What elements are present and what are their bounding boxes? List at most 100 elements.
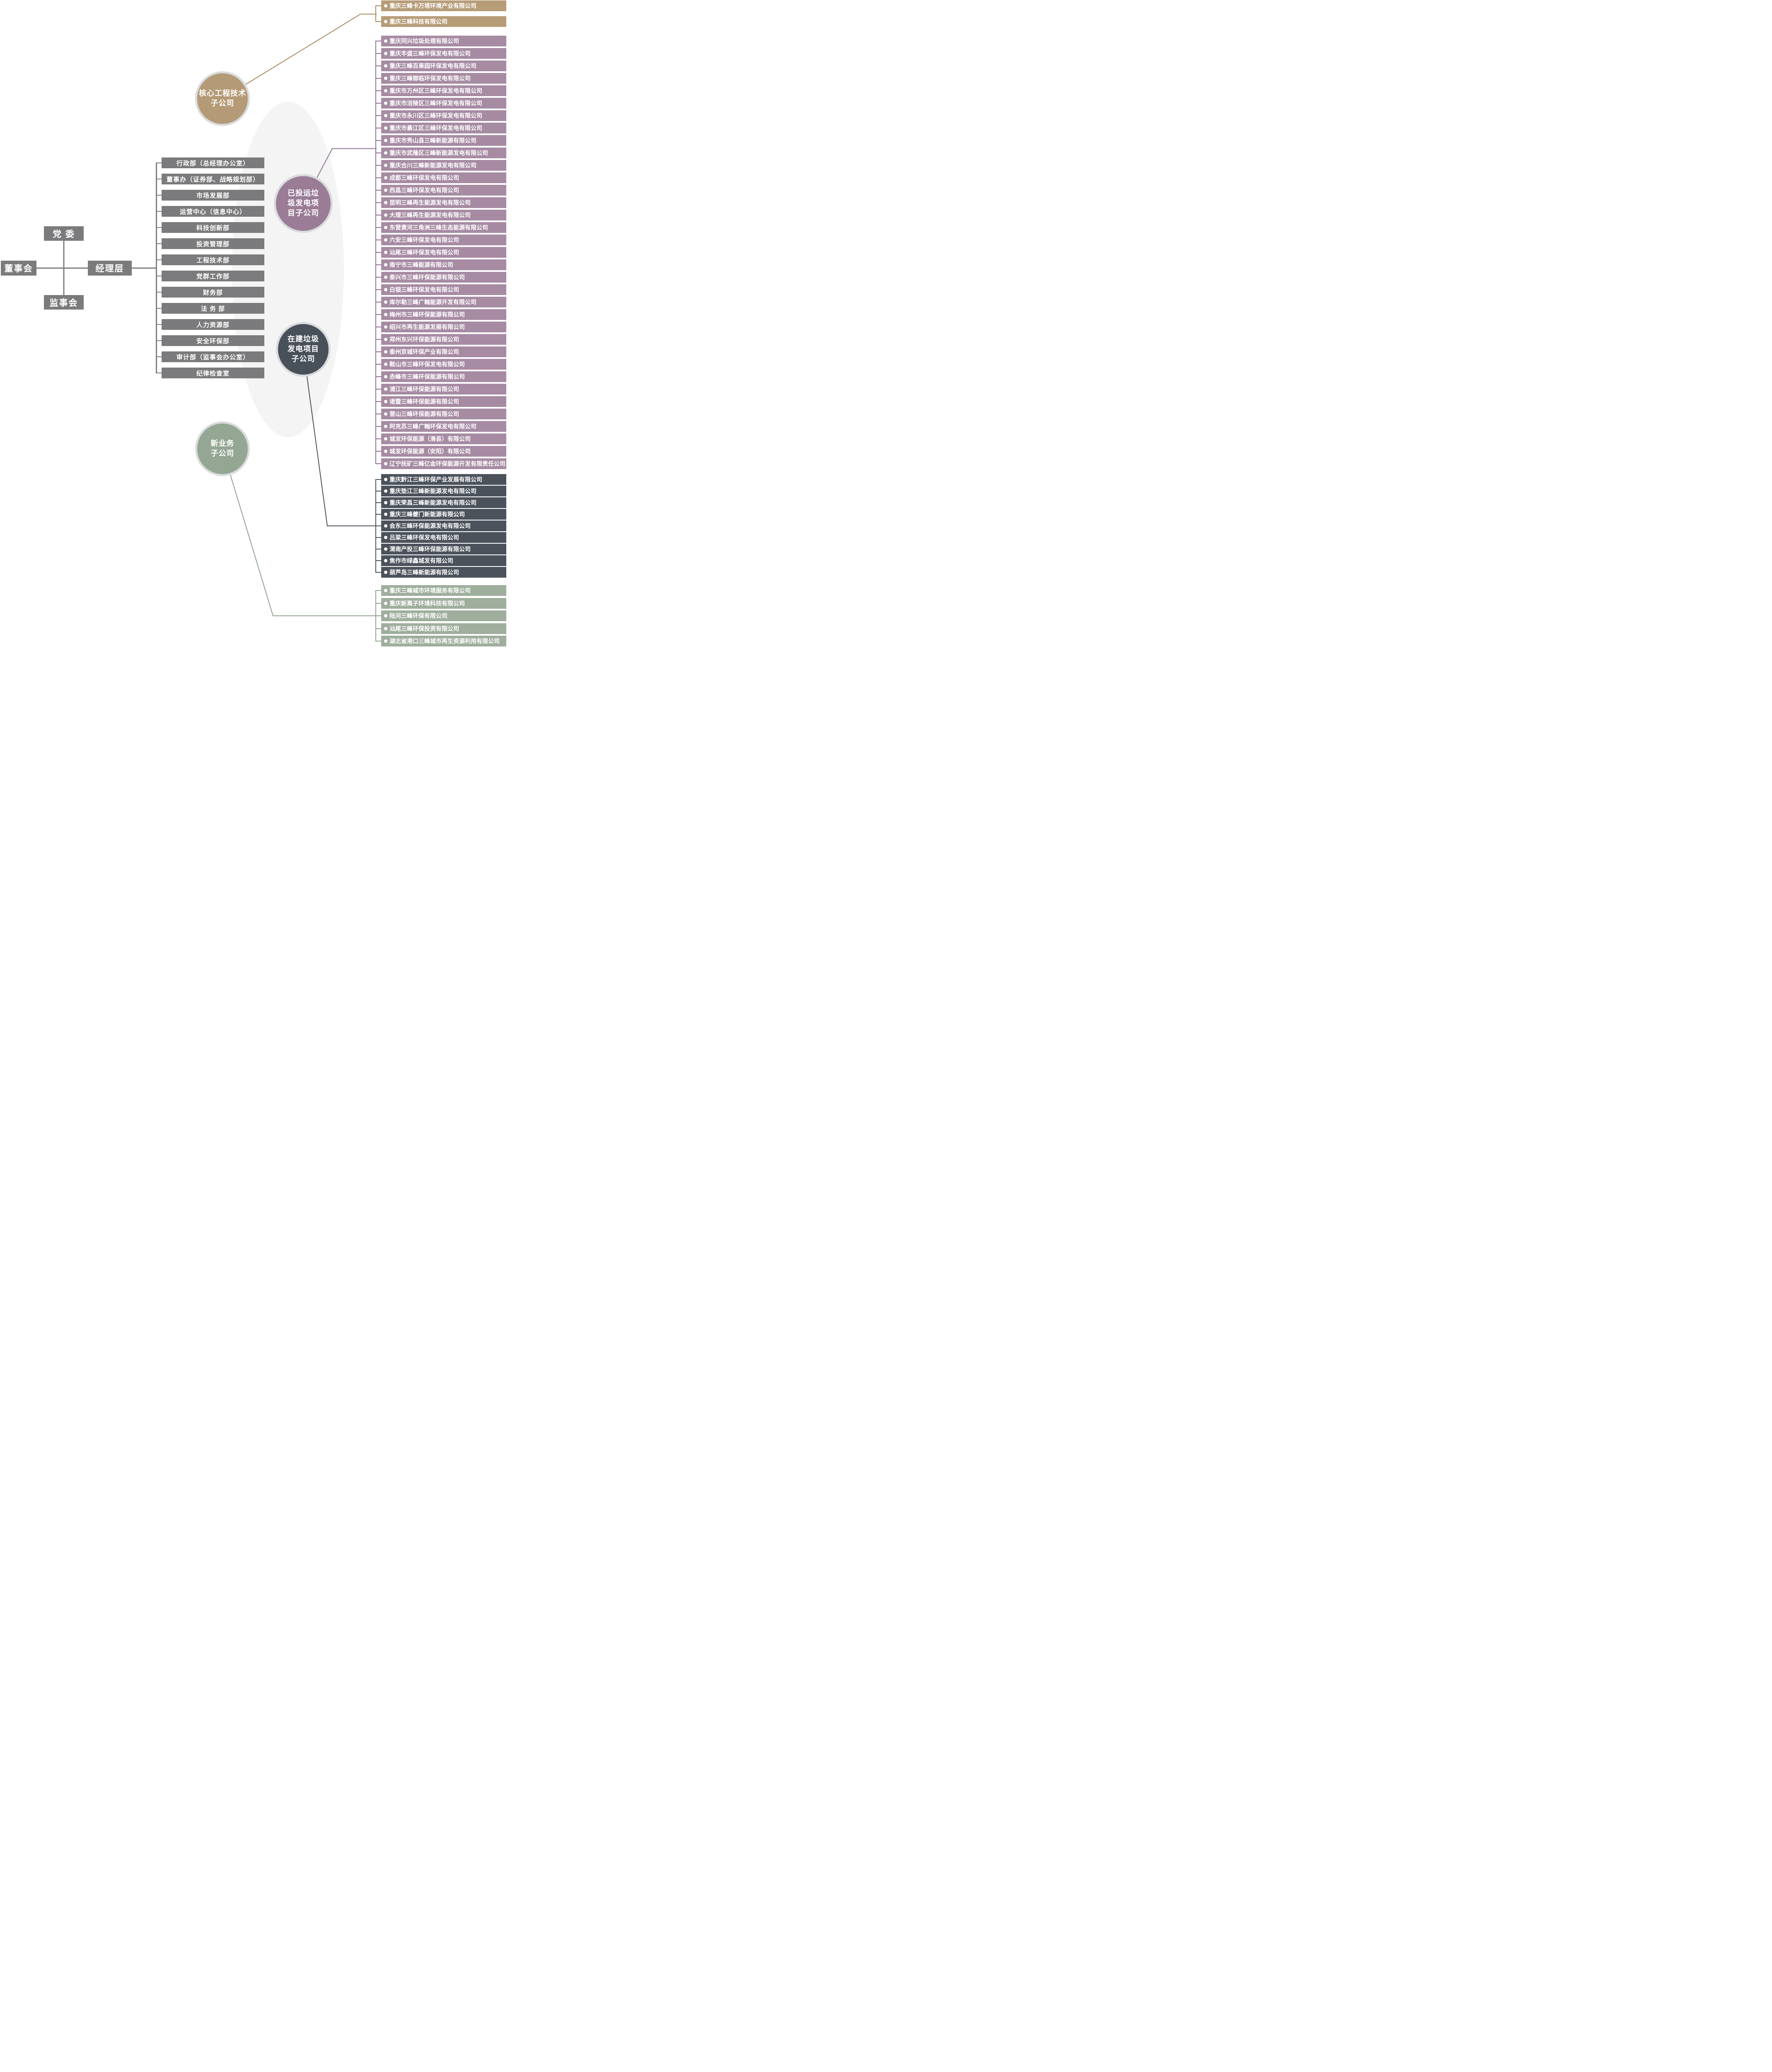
bullet-icon [384, 288, 387, 291]
department-label: 党群工作部 [196, 273, 230, 280]
bullet-icon [384, 601, 387, 605]
circle-label: 在建垃圾 发电项目 子公司 [288, 334, 319, 364]
company-name: 泰州京城环保产业有限公司 [389, 349, 459, 355]
company-item: 葫芦岛三峰新能源有限公司 [375, 567, 506, 578]
bullet-icon [384, 89, 387, 92]
bullet-icon [384, 114, 387, 117]
operating-wte-subsidiaries-circle: 已投运垃 圾发电项 目子公司 [274, 174, 333, 233]
bullet-icon [384, 126, 387, 130]
company-name: 重庆三峰城市环境服务有限公司 [389, 587, 471, 594]
supervisory-board-box: 监事会 [44, 295, 84, 310]
department-item: 财务部 [156, 287, 264, 298]
company-item: 重庆垫江三峰新能源发电有限公司 [375, 486, 506, 496]
company-name: 吕梁三峰环保发电有限公司 [389, 534, 459, 541]
circle-label-line: 目子公司 [288, 208, 319, 217]
department-item: 科技创新部 [156, 222, 264, 233]
connector-lines [36, 14, 377, 616]
bullet-icon [384, 52, 387, 55]
department-item: 人力资源部 [156, 319, 264, 330]
department-label: 安全环保部 [196, 337, 230, 345]
bullet-icon [384, 375, 387, 378]
bullet-icon [384, 313, 387, 316]
under-construction-wte-company-list: 重庆黔江三峰环保产业发展有限公司 重庆垫江三峰新能源发电有限公司 重庆荣昌三峰新… [375, 474, 506, 578]
circle-label-line: 子公司 [210, 449, 234, 457]
bullet-icon [384, 524, 387, 528]
company-item: 重庆市涪陵区三峰环保发电有限公司 [375, 98, 506, 109]
company-name: 南宁市三峰能源有限公司 [389, 261, 453, 268]
department-label: 运营中心（信息中心） [179, 208, 246, 215]
company-name: 焦作市绿鑫城发有限公司 [389, 557, 453, 564]
new-business-company-list: 重庆三峰城市环境服务有限公司 重庆新离子环境科技有限公司 陆河三峰环保有限公司 … [375, 585, 506, 646]
company-item: 重庆三峰夔门新能源有限公司 [375, 509, 506, 520]
under-construction-wte-subsidiaries-circle: 在建垃圾 发电项目 子公司 [276, 322, 331, 377]
bullet-icon [384, 536, 387, 539]
under-construction-wte-connector [303, 349, 377, 526]
company-item: 辽宁抚矿三峰亿金环保能源开发有限责任公司 [375, 458, 506, 469]
bullet-icon [384, 489, 387, 493]
company-name: 大理三峰再生能源发电有限公司 [389, 212, 471, 218]
company-name: 西昌三峰环保发电有限公司 [389, 187, 459, 194]
core-engineering-subsidiaries-circle: 核心工程技术 子公司 [195, 71, 250, 126]
company-name: 重庆垫江三峰新能源发电有限公司 [389, 488, 476, 494]
bullet-icon [384, 213, 387, 217]
company-item: 诸暨三峰环保能源有限公司 [375, 396, 506, 407]
company-item: 阿克苏三峰广翰环保发电有限公司 [375, 421, 506, 432]
company-name: 重庆合川三峰新能源发电有限公司 [389, 162, 476, 169]
department-item: 投资管理部 [156, 238, 264, 249]
company-name: 重庆市秀山县三峰新能源有限公司 [389, 137, 476, 144]
company-name: 城发环保能源（安阳）有限公司 [389, 448, 471, 455]
company-name: 汕尾三峰环保投资有限公司 [389, 625, 459, 632]
org-chart: 党 委 董事会 经理层 监事会 行政部（总经理办公室） 董事办（证券部、战略规划… [0, 0, 506, 646]
company-item: 吕梁三峰环保发电有限公司 [375, 532, 506, 543]
company-name: 辽宁抚矿三峰亿金环保能源开发有限责任公司 [389, 460, 505, 467]
new-business-subsidiaries-circle: 新业务 子公司 [195, 421, 250, 476]
company-item: 泰兴市三峰环保能源有限公司 [375, 272, 506, 283]
company-name: 郑州东兴环保能源有限公司 [389, 336, 459, 343]
company-item: 重庆市永川区三峰环保发电有限公司 [375, 110, 506, 121]
bullet-icon [384, 338, 387, 341]
bullet-icon [384, 251, 387, 254]
company-name: 重庆市涪陵区三峰环保发电有限公司 [389, 100, 482, 107]
bullet-icon [384, 238, 387, 242]
circle-label-line: 子公司 [291, 354, 315, 363]
company-name: 重庆三峰夔门新能源有限公司 [389, 511, 465, 518]
circle-label: 核心工程技术 子公司 [199, 89, 246, 109]
department-label: 财务部 [203, 289, 223, 296]
bullet-icon [384, 412, 387, 416]
company-name: 湖北省港口三峰城市再生资源利用有限公司 [389, 638, 500, 645]
department-label: 董事办（证券部、战略规划部） [166, 176, 259, 183]
company-name: 渭南产投三峰环保能源有限公司 [389, 546, 471, 552]
company-name: 鞍山市三峰环保发电有限公司 [389, 361, 465, 368]
bullet-icon [384, 39, 387, 43]
company-item: 重庆三峰城市环境服务有限公司 [375, 585, 506, 596]
department-label: 人力资源部 [196, 321, 230, 329]
operating-wte-company-list: 重庆同兴垃圾处理有限公司 重庆丰盛三峰环保发电有限公司 重庆三峰百果园环保发电有… [375, 36, 506, 469]
company-name: 库尔勒三峰广翰能源开发有限公司 [389, 299, 476, 305]
company-item: 重庆荣昌三峰新能源发电有限公司 [375, 497, 506, 508]
company-name: 城发环保能源（滑县）有限公司 [389, 436, 471, 442]
company-item: 昆明三峰再生能源发电有限公司 [375, 197, 506, 208]
bullet-icon [384, 513, 387, 516]
company-name: 六安三峰环保发电有限公司 [389, 237, 459, 243]
bullet-icon [384, 77, 387, 80]
bullet-icon [384, 350, 387, 353]
circle-label-line: 圾发电项 [288, 199, 319, 208]
circle-label: 已投运垃 圾发电项 目子公司 [288, 189, 319, 218]
company-name: 重庆丰盛三峰环保发电有限公司 [389, 50, 471, 57]
bullet-icon [384, 226, 387, 229]
company-item: 重庆丰盛三峰环保发电有限公司 [375, 48, 506, 59]
company-item: 重庆三峰卡万塔环境产业有限公司 [375, 0, 506, 11]
company-name: 重庆三峰科技有限公司 [389, 18, 447, 25]
company-item: 湖北省港口三峰城市再生资源利用有限公司 [375, 636, 506, 646]
bullet-icon [384, 639, 387, 643]
company-item: 浦江三峰环保能源有限公司 [375, 384, 506, 395]
bullet-icon [384, 571, 387, 574]
company-item: 焦作市绿鑫城发有限公司 [375, 555, 506, 566]
bullet-icon [384, 627, 387, 630]
department-label: 审计部（监事会办公室） [176, 353, 249, 361]
bullet-icon [384, 201, 387, 204]
circle-label-line: 新业务 [210, 439, 234, 448]
board-of-directors-box: 董事会 [1, 261, 36, 276]
bullet-icon [384, 300, 387, 304]
company-name: 重庆荣昌三峰新能源发电有限公司 [389, 499, 476, 506]
